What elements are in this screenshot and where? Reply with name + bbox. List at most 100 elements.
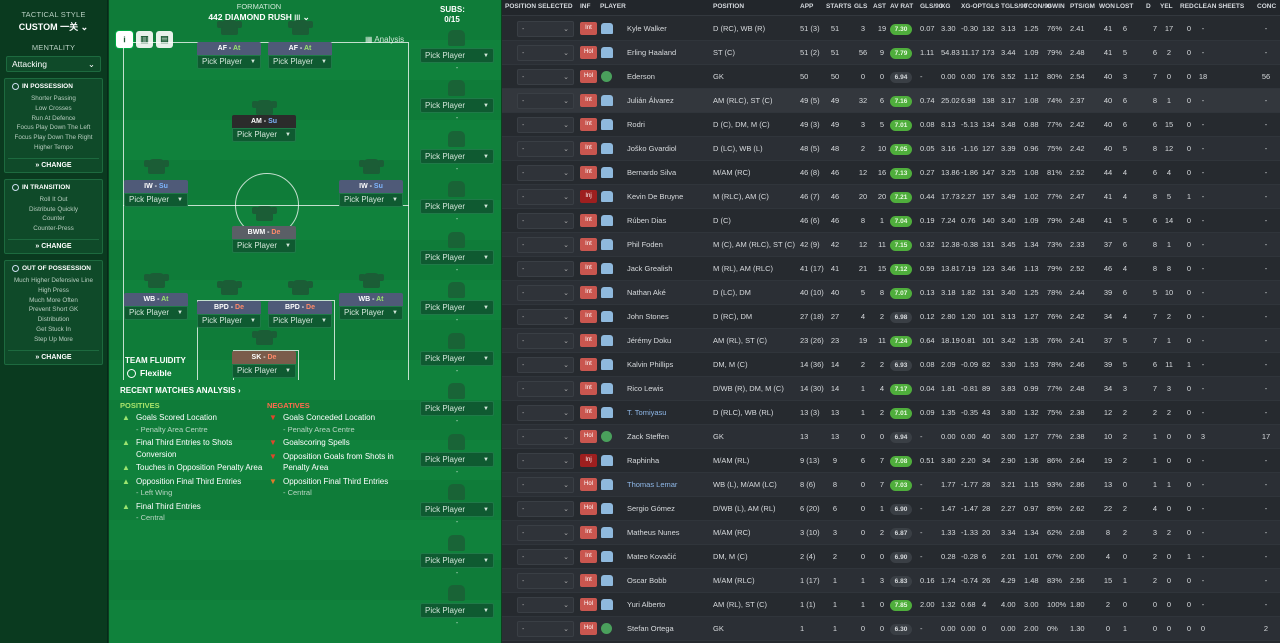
info-badge[interactable]: Int bbox=[580, 118, 597, 131]
position-slot-iw-right[interactable]: IW - Su Pick Player ▼ bbox=[339, 159, 403, 207]
column-header-tgls[interactable]: TGLS bbox=[982, 3, 1000, 10]
player-name[interactable]: Bernardo Silva bbox=[627, 168, 677, 177]
pick-player-select[interactable]: Pick Player ▼ bbox=[232, 239, 296, 253]
pick-player-select[interactable]: Pick Player ▼ bbox=[420, 300, 494, 315]
info-badge[interactable]: Hol bbox=[580, 70, 597, 83]
table-row[interactable]: - ⌄ Int Julián Álvarez AM (RLC), ST (C) 49 (5… bbox=[502, 89, 1280, 113]
table-row[interactable]: - ⌄ Int Rico Lewis D/WB (R), DM, M (C) 14 (30… bbox=[502, 377, 1280, 401]
table-row[interactable]: - ⌄ Int Kalvin Phillips DM, M (C) 14 (36) 14 2 2… bbox=[502, 353, 1280, 377]
column-header-position-selected[interactable]: POSITION SELECTED bbox=[505, 3, 573, 10]
position-selected-dropdown[interactable]: - ⌄ bbox=[517, 525, 574, 541]
pick-player-select[interactable]: Pick Player ▼ bbox=[420, 502, 494, 517]
info-badge[interactable]: Hol bbox=[580, 430, 597, 443]
positive-item[interactable]: ▲ Final Third Entries - Central bbox=[122, 501, 201, 523]
table-row[interactable]: - ⌄ Hol Stefan Ortega GK 1 1 0 0 6.30-0.00 0.00 0 0.… bbox=[502, 617, 1280, 641]
sub-slot[interactable]: Pick Player ▼ - bbox=[420, 434, 494, 476]
player-name[interactable]: Jack Grealish bbox=[627, 264, 673, 273]
pick-player-select[interactable]: Pick Player ▼ bbox=[232, 364, 296, 378]
position-selected-dropdown[interactable]: - ⌄ bbox=[517, 117, 574, 133]
tactical-style-dropdown[interactable]: CUSTOM 一关 ⌄ bbox=[0, 20, 107, 33]
info-badge[interactable]: Int bbox=[580, 550, 597, 563]
column-header-tgls90[interactable]: TGLS/90 bbox=[1001, 3, 1028, 10]
player-name[interactable]: Joško Gvardiol bbox=[627, 144, 677, 153]
table-row[interactable]: - ⌄ Int Mateo Kovačić DM, M (C) 2 (4) 2 0 0 6.90-… bbox=[502, 545, 1280, 569]
pick-player-select[interactable]: Pick Player ▼ bbox=[420, 149, 494, 164]
info-badge[interactable]: Hol bbox=[580, 622, 597, 635]
info-badge[interactable]: Int bbox=[580, 382, 597, 395]
sub-slot[interactable]: Pick Player ▼ - bbox=[420, 333, 494, 375]
player-name[interactable]: Kyle Walker bbox=[627, 24, 667, 33]
position-slot-sk[interactable]: SK - De Pick Player ▼ bbox=[232, 330, 296, 378]
position-slot-bpd-left[interactable]: BPD - De Pick Player ▼ bbox=[197, 280, 261, 328]
pick-player-select[interactable]: Pick Player ▼ bbox=[420, 351, 494, 366]
pick-player-select[interactable]: Pick Player ▼ bbox=[420, 553, 494, 568]
positive-item[interactable]: ▲ Final Third Entries to Shots Conversion bbox=[122, 438, 233, 459]
position-selected-dropdown[interactable]: - ⌄ bbox=[517, 405, 574, 421]
position-selected-dropdown[interactable]: - ⌄ bbox=[517, 141, 574, 157]
pick-player-select[interactable]: Pick Player ▼ bbox=[420, 199, 494, 214]
position-selected-dropdown[interactable]: - ⌄ bbox=[517, 69, 574, 85]
position-selected-dropdown[interactable]: - ⌄ bbox=[517, 429, 574, 445]
recent-matches-analysis-link[interactable]: RECENT MATCHES ANALYSIS › bbox=[120, 386, 241, 395]
negative-item[interactable]: ▼ Opposition Goals from Shots in Penalty … bbox=[269, 451, 394, 473]
pick-player-select[interactable]: Pick Player ▼ bbox=[197, 314, 261, 328]
player-name[interactable]: Thomas Lemar bbox=[627, 480, 678, 489]
column-header-xg-op[interactable]: XG-OP bbox=[961, 3, 982, 10]
table-row[interactable]: - ⌄ Hol Ederson GK 50 50 0 0 6.94- 0.00 0.00 176 3.52… bbox=[502, 65, 1280, 89]
info-badge[interactable]: Int bbox=[580, 406, 597, 419]
table-row[interactable]: - ⌄ Int Jérémy Doku AM (RL), ST (C) 23 (26) 23… bbox=[502, 329, 1280, 353]
table-row[interactable]: - ⌄ Inj Raphinha M/AM (RL) 9 (13) 9 6 7 7.08 0.51 3… bbox=[502, 449, 1280, 473]
player-name[interactable]: Rodri bbox=[627, 120, 645, 129]
position-selected-dropdown[interactable]: - ⌄ bbox=[517, 93, 574, 109]
pick-player-select[interactable]: Pick Player ▼ bbox=[232, 128, 296, 142]
position-selected-dropdown[interactable]: - ⌄ bbox=[517, 453, 574, 469]
position-selected-dropdown[interactable]: - ⌄ bbox=[517, 285, 574, 301]
sub-slot[interactable]: Pick Player ▼ - bbox=[420, 131, 494, 173]
table-row[interactable]: - ⌄ Int Joško Gvardiol D (LC), WB (L) 48 (5) 4… bbox=[502, 137, 1280, 161]
player-name[interactable]: Jérémy Doku bbox=[627, 336, 672, 345]
position-selected-dropdown[interactable]: - ⌄ bbox=[517, 573, 574, 589]
column-header-gls[interactable]: GLS bbox=[854, 3, 868, 10]
position-selected-dropdown[interactable]: - ⌄ bbox=[517, 45, 574, 61]
pick-player-select[interactable]: Pick Player ▼ bbox=[420, 452, 494, 467]
table-row[interactable]: - ⌄ Hol Sergio Gómez D/WB (L), AM (RL) 6 (20)… bbox=[502, 497, 1280, 521]
info-badge[interactable]: Int bbox=[580, 22, 597, 35]
pick-player-select[interactable]: Pick Player ▼ bbox=[339, 193, 403, 207]
info-badge[interactable]: Int bbox=[580, 262, 597, 275]
column-header-lost[interactable]: LOST bbox=[1116, 3, 1134, 10]
position-selected-dropdown[interactable]: - ⌄ bbox=[517, 597, 574, 613]
sub-slot[interactable]: Pick Player ▼ - bbox=[420, 484, 494, 526]
pick-player-select[interactable]: Pick Player ▼ bbox=[339, 306, 403, 320]
info-badge[interactable]: Int bbox=[580, 334, 597, 347]
position-selected-dropdown[interactable]: - ⌄ bbox=[517, 165, 574, 181]
pick-player-select[interactable]: Pick Player ▼ bbox=[124, 306, 188, 320]
column-header-starts[interactable]: STARTS bbox=[826, 3, 852, 10]
info-badge[interactable]: Int bbox=[580, 94, 597, 107]
analysis-toggle[interactable]: ▦ Analysis bbox=[365, 35, 404, 44]
column-header-gls90[interactable]: GLS/90 bbox=[920, 3, 943, 10]
info-badge[interactable]: Int bbox=[580, 526, 597, 539]
player-name[interactable]: Sergio Gómez bbox=[627, 504, 675, 513]
pick-player-select[interactable]: Pick Player ▼ bbox=[197, 55, 261, 69]
table-row[interactable]: - ⌄ Int Matheus Nunes M/AM (RC) 3 (10) 3 0 2 6.87… bbox=[502, 521, 1280, 545]
position-slot-am[interactable]: AM - Su Pick Player ▼ bbox=[232, 100, 296, 142]
player-name[interactable]: Raphinha bbox=[627, 456, 660, 465]
table-row[interactable]: - ⌄ Hol Yuri Alberto AM (RL), ST (C) 1 (1) 1 1 0… bbox=[502, 593, 1280, 617]
info-badge[interactable]: Int bbox=[580, 286, 597, 299]
table-row[interactable]: - ⌄ Int John Stones D (RC), DM 27 (18) 27 4 2 6.9… bbox=[502, 305, 1280, 329]
column-header-tcon90[interactable]: TCON/90 bbox=[1024, 3, 1052, 10]
column-header-xg[interactable]: XG bbox=[941, 3, 951, 10]
position-slot-bwm[interactable]: BWM - De Pick Player ▼ bbox=[232, 206, 296, 253]
pick-player-select[interactable]: Pick Player ▼ bbox=[268, 55, 332, 69]
player-name[interactable]: Rúben Dias bbox=[627, 216, 667, 225]
position-selected-dropdown[interactable]: - ⌄ bbox=[517, 333, 574, 349]
column-header-app[interactable]: APP bbox=[800, 3, 814, 10]
sub-slot[interactable]: Pick Player ▼ - bbox=[420, 383, 494, 425]
positive-item[interactable]: ▲ Goals Scored Location - Penalty Area Cen… bbox=[122, 413, 217, 434]
table-row[interactable]: - ⌄ Hol Erling Haaland ST (C) 51 (2) 51 56 9 7.79… bbox=[502, 41, 1280, 65]
sub-slot[interactable]: Pick Player ▼ - bbox=[420, 282, 494, 324]
table-row[interactable]: - ⌄ Int Rúben Dias D (C) 46 (6) 46 8 1 7.04 0.19 7.… bbox=[502, 209, 1280, 233]
pitch-icon[interactable]: ▤ bbox=[156, 31, 173, 48]
position-selected-dropdown[interactable]: - ⌄ bbox=[517, 237, 574, 253]
mentality-dropdown[interactable]: Attacking ⌄ bbox=[6, 56, 101, 72]
